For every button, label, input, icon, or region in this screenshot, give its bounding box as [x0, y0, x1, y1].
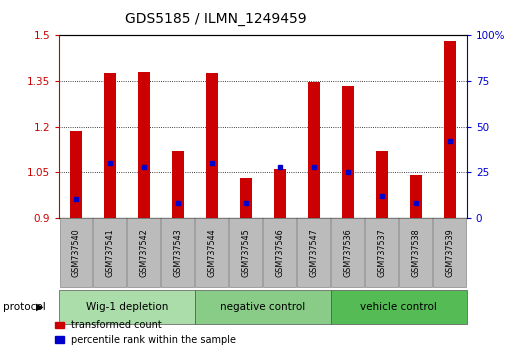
Legend: transformed count, percentile rank within the sample: transformed count, percentile rank withi…: [51, 316, 240, 349]
Bar: [274, 169, 286, 218]
Text: GSM737543: GSM737543: [173, 228, 183, 276]
Text: GSM737544: GSM737544: [207, 228, 216, 276]
Text: Wig-1 depletion: Wig-1 depletion: [86, 302, 168, 312]
Bar: [444, 41, 456, 218]
Text: GSM737542: GSM737542: [140, 228, 148, 276]
Text: GSM737537: GSM737537: [378, 228, 386, 276]
Bar: [172, 151, 184, 218]
Bar: [104, 73, 116, 218]
Text: GSM737547: GSM737547: [309, 228, 319, 276]
Bar: [376, 151, 388, 218]
Text: GSM737541: GSM737541: [106, 228, 114, 276]
Text: GSM737546: GSM737546: [275, 228, 284, 276]
Bar: [138, 72, 150, 218]
Bar: [206, 73, 218, 218]
Text: GSM737539: GSM737539: [445, 228, 455, 276]
Bar: [308, 82, 320, 218]
Text: GSM737540: GSM737540: [71, 228, 81, 276]
Text: ▶: ▶: [36, 302, 44, 312]
Text: negative control: negative control: [220, 302, 306, 312]
Bar: [70, 131, 82, 218]
Text: GDS5185 / ILMN_1249459: GDS5185 / ILMN_1249459: [125, 12, 306, 27]
Text: GSM737538: GSM737538: [411, 228, 420, 276]
Text: protocol: protocol: [3, 302, 45, 312]
Text: GSM737545: GSM737545: [242, 228, 250, 276]
Bar: [240, 178, 252, 218]
Text: GSM737536: GSM737536: [343, 228, 352, 276]
Bar: [342, 86, 354, 218]
Bar: [410, 175, 422, 218]
Text: vehicle control: vehicle control: [361, 302, 437, 312]
